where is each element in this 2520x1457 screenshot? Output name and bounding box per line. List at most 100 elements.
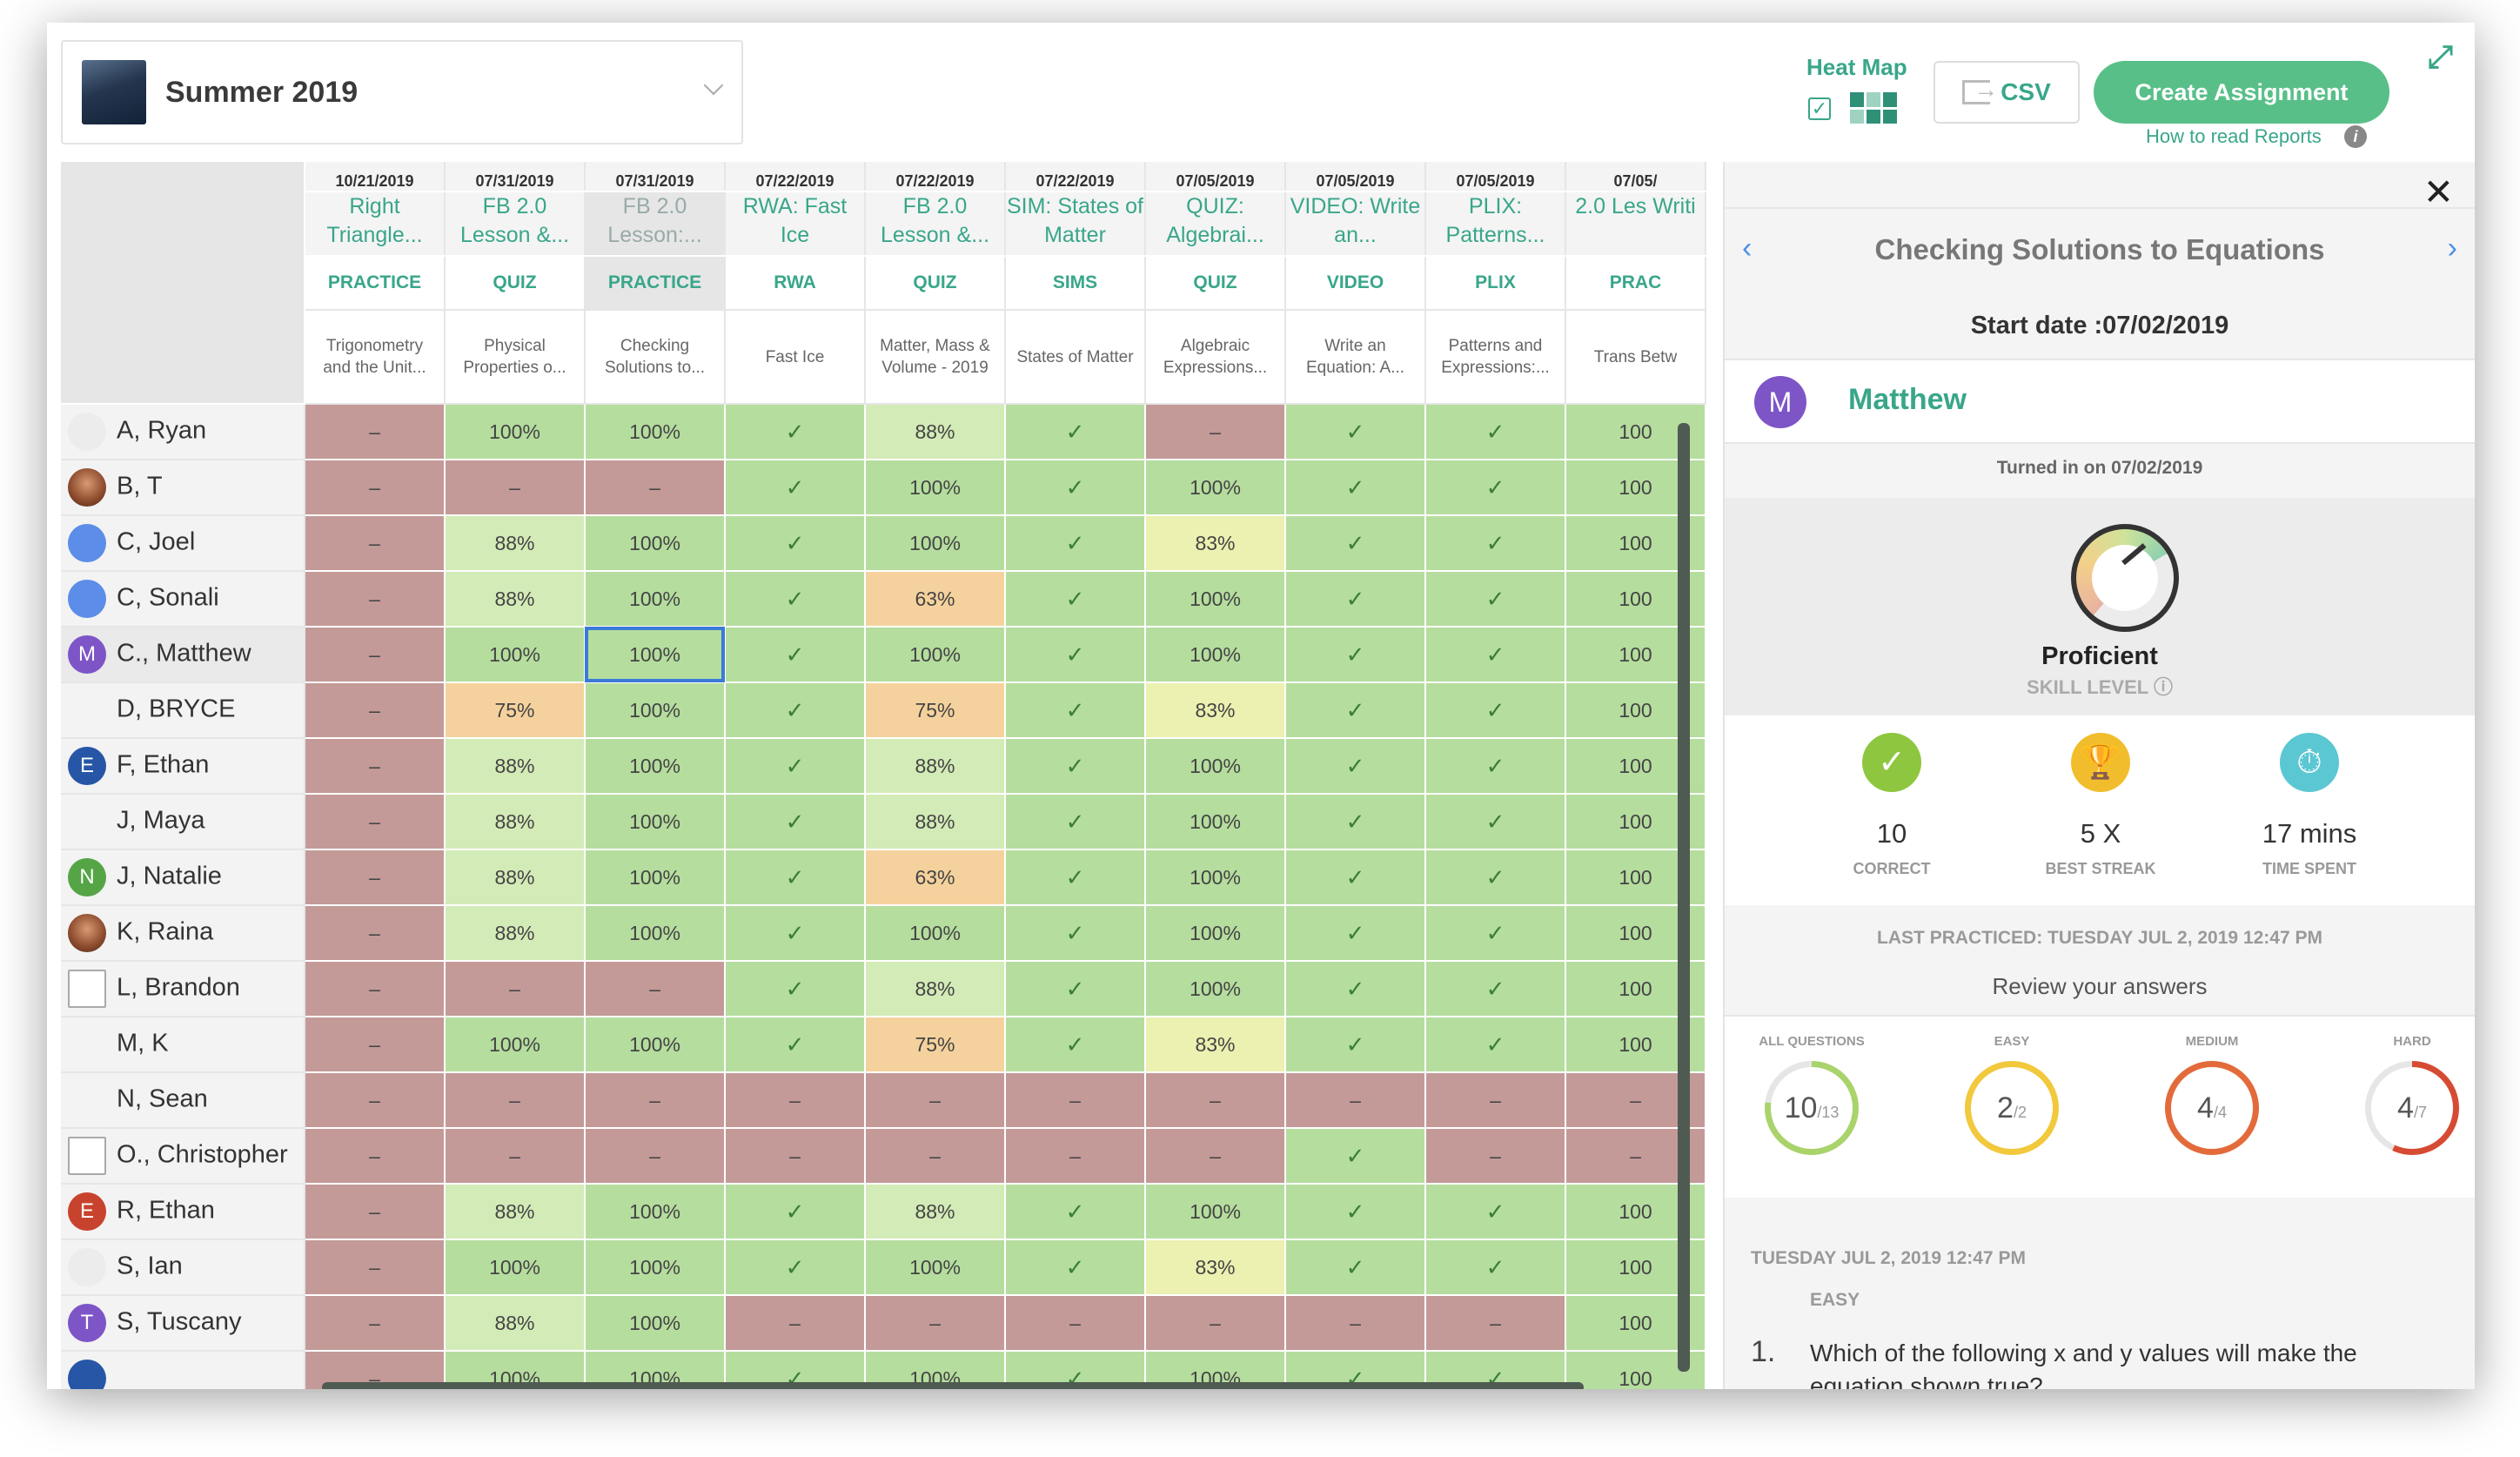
score-cell[interactable]: ✓ [1005, 1239, 1146, 1296]
score-cell[interactable]: 83% [1145, 1239, 1286, 1296]
score-cell[interactable]: 88% [445, 794, 586, 850]
score-cell[interactable]: 100% [585, 515, 726, 572]
score-cell[interactable]: – [1285, 1295, 1426, 1352]
score-cell[interactable]: – [585, 460, 726, 516]
score-cell[interactable]: 100% [865, 905, 1006, 962]
score-cell[interactable]: 88% [865, 738, 1006, 795]
score-cell[interactable]: 88% [445, 905, 586, 962]
score-cell[interactable]: ✓ [1425, 1184, 1566, 1240]
score-cell[interactable]: – [305, 794, 446, 850]
score-cell[interactable]: – [445, 1128, 586, 1185]
score-cell[interactable]: – [585, 961, 726, 1017]
score-cell[interactable]: 100% [1145, 849, 1286, 906]
score-cell[interactable]: 100% [585, 905, 726, 962]
score-cell[interactable]: ✓ [1005, 961, 1146, 1017]
score-cell[interactable]: 100% [1145, 627, 1286, 683]
score-cell[interactable]: ✓ [1425, 515, 1566, 572]
score-cell[interactable]: 100% [1145, 794, 1286, 850]
score-cell[interactable]: – [1425, 1295, 1566, 1352]
score-cell[interactable]: ✓ [725, 682, 866, 739]
score-cell[interactable]: – [865, 1295, 1006, 1352]
student-name-cell[interactable]: L, Brandon [61, 961, 305, 1017]
score-cell[interactable]: ✓ [1285, 794, 1426, 850]
difficulty-ring[interactable]: EASY 2/2 [1942, 1034, 2081, 1155]
student-name-cell[interactable]: J, Maya [61, 794, 305, 850]
score-cell[interactable]: – [1145, 1072, 1286, 1129]
score-cell[interactable]: – [1145, 1128, 1286, 1185]
score-cell[interactable]: 100% [585, 849, 726, 906]
student-name-cell[interactable]: E R, Ethan [61, 1184, 305, 1240]
score-cell[interactable]: 100% [585, 1295, 726, 1352]
score-cell[interactable]: ✓ [725, 515, 866, 572]
score-cell[interactable]: – [305, 627, 446, 683]
score-cell[interactable]: 100% [445, 1239, 586, 1296]
score-cell[interactable]: 100% [865, 515, 1006, 572]
score-cell[interactable]: ✓ [725, 794, 866, 850]
student-name-cell[interactable]: O., Christopher [61, 1128, 305, 1185]
score-cell[interactable]: ✓ [1425, 905, 1566, 962]
column-title-link[interactable]: FB 2.0 Lesson &... [445, 191, 586, 257]
score-cell[interactable]: 100% [585, 1017, 726, 1073]
score-cell[interactable]: ✓ [1285, 905, 1426, 962]
create-assignment-button[interactable]: Create Assignment [2094, 61, 2389, 124]
student-name-cell[interactable]: N, Sean [61, 1072, 305, 1129]
column-title-link[interactable]: QUIZ: Algebrai... [1145, 191, 1286, 257]
column-title-link[interactable]: SIM: States of Matter [1005, 191, 1146, 257]
score-cell[interactable]: 100% [865, 460, 1006, 516]
score-cell[interactable]: 100% [445, 1017, 586, 1073]
score-cell[interactable]: – [305, 1295, 446, 1352]
column-title-link[interactable]: PLIX: Patterns... [1425, 191, 1566, 257]
score-cell[interactable]: – [305, 1128, 446, 1185]
student-name-cell[interactable]: D, BRYCE [61, 682, 305, 739]
score-cell[interactable]: – [1005, 1295, 1146, 1352]
score-cell[interactable]: ✓ [1005, 515, 1146, 572]
score-cell[interactable]: ✓ [725, 460, 866, 516]
close-icon[interactable]: ✕ [2423, 171, 2454, 212]
score-cell[interactable]: ✓ [1005, 571, 1146, 628]
score-cell[interactable]: 88% [865, 1184, 1006, 1240]
score-cell[interactable]: ✓ [1285, 404, 1426, 460]
score-cell[interactable]: 88% [445, 1295, 586, 1352]
score-cell[interactable]: 83% [1145, 682, 1286, 739]
score-cell[interactable]: ✓ [1005, 849, 1146, 906]
score-cell[interactable]: 88% [865, 794, 1006, 850]
score-cell[interactable]: ✓ [1425, 849, 1566, 906]
student-name-cell[interactable] [61, 1351, 305, 1389]
score-cell[interactable]: – [305, 460, 446, 516]
score-cell[interactable]: – [305, 404, 446, 460]
score-cell[interactable]: ✓ [1005, 404, 1146, 460]
score-cell[interactable]: – [585, 1072, 726, 1129]
score-cell[interactable]: ✓ [725, 627, 866, 683]
class-selector[interactable]: Summer 2019 [61, 40, 743, 144]
score-cell[interactable]: ✓ [725, 1184, 866, 1240]
info-icon[interactable]: ⓘ [2153, 676, 2173, 698]
score-cell[interactable]: ✓ [1005, 738, 1146, 795]
student-name-cell[interactable]: M, K [61, 1017, 305, 1073]
score-cell[interactable]: ✓ [1425, 682, 1566, 739]
score-cell[interactable]: – [305, 1017, 446, 1073]
csv-export-button[interactable]: CSV [1934, 61, 2080, 124]
score-cell[interactable]: 75% [865, 1017, 1006, 1073]
score-cell[interactable]: ✓ [1425, 460, 1566, 516]
score-cell[interactable]: – [725, 1295, 866, 1352]
score-cell[interactable]: ✓ [1005, 682, 1146, 739]
score-cell[interactable]: ✓ [725, 571, 866, 628]
score-cell[interactable]: ✓ [1425, 571, 1566, 628]
score-cell[interactable]: 100% [585, 404, 726, 460]
score-cell[interactable]: – [1005, 1128, 1146, 1185]
score-cell[interactable]: 100% [445, 627, 586, 683]
score-cell[interactable]: ✓ [1285, 1184, 1426, 1240]
score-cell[interactable]: 75% [865, 682, 1006, 739]
score-cell[interactable]: 100% [1145, 460, 1286, 516]
score-cell[interactable]: ✓ [725, 849, 866, 906]
score-cell[interactable]: ✓ [1005, 794, 1146, 850]
score-cell[interactable]: ✓ [1285, 738, 1426, 795]
score-cell[interactable]: ✓ [725, 404, 866, 460]
how-to-read-reports-link[interactable]: How to read Reports [2146, 125, 2322, 147]
score-cell[interactable]: – [305, 905, 446, 962]
score-cell[interactable]: 88% [865, 404, 1006, 460]
score-cell[interactable]: 63% [865, 849, 1006, 906]
score-cell[interactable]: ✓ [1005, 627, 1146, 683]
score-cell[interactable]: 83% [1145, 515, 1286, 572]
previous-assignment-chevron-icon[interactable]: ‹ [1742, 232, 1753, 265]
